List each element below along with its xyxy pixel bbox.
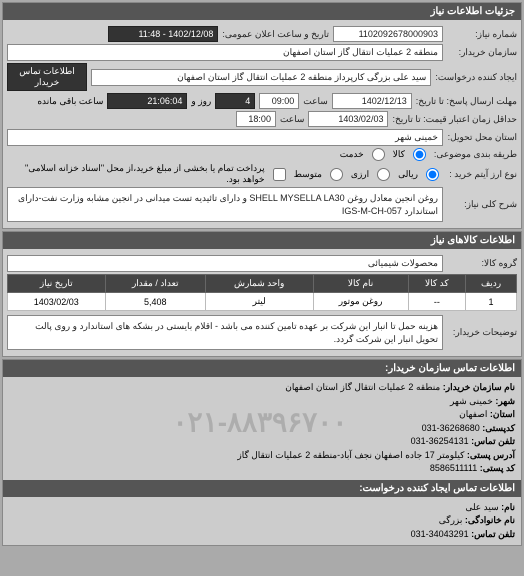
- province-label: استان:: [490, 409, 515, 419]
- number-label: شماره نیاز:: [447, 29, 517, 40]
- radio-service[interactable]: [372, 148, 385, 161]
- table-cell: روغن موتور: [313, 293, 408, 311]
- table-header: کد کالا: [408, 275, 465, 293]
- table-header: تاریخ نیاز: [8, 275, 106, 293]
- deadline-label: مهلت ارسال پاسخ: تا تاریخ:: [416, 96, 517, 107]
- city-value: خمینی شهر: [450, 396, 493, 406]
- phone-label: تلفن تماس:: [471, 436, 515, 446]
- requester-label: ایجاد کننده درخواست:: [435, 72, 517, 83]
- address-label: آدرس پستی:: [467, 450, 515, 460]
- group-label: گروه کالا:: [447, 258, 517, 269]
- datetime-label: تاریخ و ساعت اعلان عمومی:: [222, 29, 329, 40]
- family-label: نام خانوادگی:: [465, 515, 515, 525]
- remain-days-label: روز و: [191, 96, 211, 107]
- note-text: هزینه حمل تا انبار این شرکت بر عهده تامی…: [7, 315, 443, 350]
- note-label: توضیحات خریدار:: [447, 327, 517, 338]
- radio-service-label: خدمت: [340, 149, 364, 160]
- deadline-time-label: ساعت: [303, 96, 328, 107]
- table-cell: لیتر: [205, 293, 313, 311]
- table-row: 1--روغن موتورلیتر5,4081403/02/03: [8, 293, 517, 311]
- radio-mid[interactable]: [330, 168, 343, 181]
- address-value: کیلومتر 17 جاده اصفهان نجف آباد-منطقه 2 …: [237, 450, 464, 460]
- org-label: نام سازمان خریدار:: [443, 382, 515, 392]
- delivery-state: خمینی شهر: [7, 129, 443, 146]
- remain-days: 4: [215, 93, 255, 109]
- table-cell: --: [408, 293, 465, 311]
- table-header: تعداد / مقدار: [105, 275, 205, 293]
- contact-button[interactable]: اطلاعات تماس خریدار: [7, 63, 87, 91]
- group-field: محصولات شیمیائی: [7, 255, 443, 272]
- datetime-field: 1402/12/08 - 11:48: [108, 26, 218, 42]
- phone-value: 36254131-031: [411, 436, 469, 446]
- postcode-value: 36268680-031: [422, 423, 480, 433]
- name-label: نام:: [501, 502, 515, 512]
- radio-foreign-label: ارزی: [351, 169, 369, 180]
- validity-time: 18:00: [236, 111, 276, 127]
- deadline-date: 1402/12/13: [332, 93, 412, 109]
- radio-goods-label: کالا: [393, 149, 405, 160]
- city-label: شهر:: [495, 396, 515, 406]
- name-value: سید علی: [465, 502, 498, 512]
- number-field: 1102092678000903: [333, 26, 443, 42]
- postcode-label: کدپستی:: [482, 423, 515, 433]
- desc-label: شرح کلی نیاز:: [447, 199, 517, 210]
- radio-foreign[interactable]: [377, 168, 390, 181]
- org-value: منطقه 2 عملیات انتقال گاز استان اصفهان: [285, 382, 440, 392]
- req-phone-label: تلفن تماس:: [471, 529, 515, 539]
- postbox-value: 8586511111: [430, 463, 477, 473]
- validity-time-label: ساعت: [280, 114, 305, 125]
- radio-goods[interactable]: [413, 148, 426, 161]
- table-cell: 1403/02/03: [8, 293, 106, 311]
- table-cell: 5,408: [105, 293, 205, 311]
- table-header: واحد شمارش: [205, 275, 313, 293]
- panel-title: جزئیات اطلاعات نیاز: [3, 3, 521, 20]
- family-value: بزرگی: [439, 515, 463, 525]
- radio-mid-label: متوسط: [294, 169, 322, 180]
- table-cell: 1: [466, 293, 517, 311]
- currency-label: نوع ارز آیتم خرید :: [447, 169, 517, 180]
- validity-label: حداقل زمان اعتبار قیمت: تا تاریخ:: [392, 114, 517, 125]
- buyer-label: سازمان خریدار:: [447, 47, 517, 58]
- validity-date: 1403/02/03: [308, 111, 388, 127]
- buyer-field: منطقه 2 عملیات انتقال گاز استان اصفهان: [7, 44, 443, 61]
- requester-field: سید علی بزرگی کارپرداز منطقه 2 عملیات ان…: [91, 69, 431, 86]
- province-value: اصفهان: [459, 409, 487, 419]
- radio-domestic[interactable]: [426, 168, 439, 181]
- radio-domestic-label: ریالی: [398, 169, 418, 180]
- deadline-time: 09:00: [259, 93, 299, 109]
- remain-suffix: ساعت باقی مانده: [37, 96, 103, 107]
- req-contact-title: اطلاعات تماس ایجاد کننده درخواست:: [3, 480, 521, 497]
- table-header: ردیف: [466, 275, 517, 293]
- desc-text: روغن انجین معادل روغن SHELL MYSELLA LA30…: [7, 187, 443, 222]
- req-phone-value: 34043291-031: [411, 529, 469, 539]
- payment-checkbox[interactable]: [273, 168, 286, 181]
- delivery-state-label: استان محل تحویل:: [447, 132, 517, 143]
- remain-time: 21:06:04: [107, 93, 187, 109]
- postbox-label: کد پستی:: [480, 463, 515, 473]
- goods-title: اطلاعات کالاهای نیاز: [3, 232, 521, 249]
- payment-note: پرداخت تمام یا بخشی از مبلغ خرید،از محل …: [7, 163, 265, 185]
- goods-table: ردیفکد کالانام کالاواحد شمارشتعداد / مقد…: [7, 274, 517, 311]
- contact-title: اطلاعات تماس سازمان خریدار:: [3, 360, 521, 377]
- method-label: طریقه بندی موضوعی:: [434, 149, 517, 160]
- table-header: نام کالا: [313, 275, 408, 293]
